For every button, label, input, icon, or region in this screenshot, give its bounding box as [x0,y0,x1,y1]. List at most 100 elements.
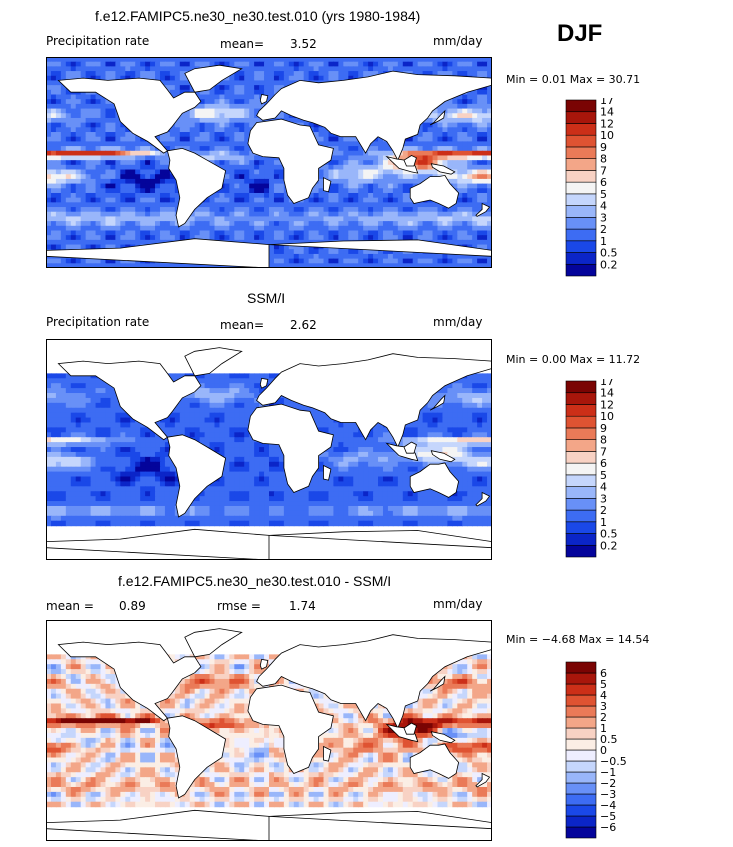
panel-1-colorbar-tick-label: 17 [600,98,614,107]
panel-1-map-cell [135,164,141,171]
panel-1-colorbar-tick-label: 0.5 [600,247,618,260]
panel-1-map-cell [100,169,107,175]
panel-1-map-cell [249,230,255,236]
panel-1-map-cell [80,94,87,100]
panel-1-map-cell [135,178,141,185]
panel-1-map-cell [150,235,156,241]
panel-1-map-cell [472,169,478,175]
panel-1-map-cell [120,136,126,142]
panel-1-map-cell [70,136,77,142]
panel-2-map-cell [194,388,201,394]
panel-1-map-cell [189,141,196,147]
panel-1-map-cell [115,211,121,218]
panel-1-map-cell [472,188,478,194]
panel-2-map-cell [209,417,216,424]
panel-1-map-cell [120,174,126,180]
panel-1-map-cell [278,178,285,185]
panel-1-map-cell [214,132,221,138]
panel-1-map-cell [269,57,275,63]
panel-1-map-cell [110,239,116,246]
panel-1-map-cell [392,164,399,171]
panel-2-map-cell [194,397,201,404]
panel-1-map-cell [358,230,364,236]
panel-2-map-cell [105,412,112,419]
panel-2-map-cell [417,407,424,414]
panel-1-map-cell [95,197,102,203]
panel-1-map-cell [278,75,285,82]
panel-1-map-cell [100,197,107,203]
panel-1-map-cell [477,207,483,213]
panel-1-map-cell [442,66,448,72]
panel-2-map-cell [110,397,116,404]
panel-1-map-cell [204,141,211,147]
panel-2-map-cell [219,373,225,379]
panel-1-map-cell [239,66,245,72]
panel-1-map-cell [477,253,483,260]
panel-1-map-cell [397,235,404,241]
panel-1-map-cell [323,207,330,213]
panel-1-map-cell [313,75,320,82]
panel-1-map-cell [417,169,424,175]
panel-1-map-cell [472,207,478,213]
panel-1-map-cell [373,174,379,180]
panel-2-map-cell [46,373,52,379]
panel-1-map-cell [278,253,285,260]
panel-1-map-cell [318,66,325,72]
panel-1-map-cell [120,258,126,264]
panel-2-map-cell [105,407,112,414]
panel-1-map-cell [462,239,468,246]
panel-1-map-cell [269,258,275,264]
panel-1-map-cell [482,57,488,63]
panel-1-map-cell [402,141,409,147]
panel-1-map-cell [60,57,67,63]
panel-1-map-cell [402,202,409,208]
panel-1-map-cell [353,169,359,175]
panel-1-map-cell [452,61,458,67]
panel-1-map-cell [278,85,285,91]
panel-1-map-cell [303,197,310,203]
panel-1-map-cell [249,216,255,222]
panel-1-map-cell [229,57,235,63]
panel-1-map-cell [447,66,453,72]
panel-1-map-cell [467,258,473,264]
panel-1-map-cell [46,225,52,232]
panel-1-map-cell [432,132,439,138]
panel-1-map-cell [150,239,156,246]
panel-1-map-cell [482,160,488,166]
panel-1-map-cell [397,155,404,161]
panel-1-map-cell [100,150,107,157]
panel-2-map-cell [437,402,444,409]
panel-2-map-cell [472,402,478,409]
panel-1-map-cell [80,263,87,268]
panel-1-map-cell [373,216,379,222]
panel-1-map-cell [353,235,359,241]
panel-1-map-cell [387,235,394,241]
panel-1-map-cell [234,103,240,110]
panel-1-map-cell [55,113,62,119]
panel-1-map-cell [313,183,320,189]
panel-1-map-cell [110,117,116,124]
panel-1-map-cell [125,263,131,268]
panel-1-map-cell [417,164,424,171]
panel-1-map-cell [105,127,112,133]
panel-1-map-cell [264,61,270,67]
panel-1-map-cell [95,183,102,189]
panel-1-map-cell [472,211,478,218]
panel-2-map-cell [100,417,107,424]
panel-1-map-cell [368,57,374,63]
panel-1-map-cell [338,141,344,147]
panel-1-map-cell [100,192,107,199]
panel-1-map-cell [269,253,275,260]
panel-1-map-cell [417,155,424,161]
panel-1-map-cell [85,225,92,232]
panel-2-map-cell [254,378,260,384]
panel-1-map-cell [264,197,270,203]
panel-1-map-cell [234,207,240,213]
panel-2-map-cell [214,373,221,379]
panel-1-map-cell [288,239,295,246]
panel-1-map-cell [140,155,146,161]
panel-1-map-cell [90,178,97,185]
panel-1-map-cell [174,235,181,241]
panel-1-map-cell [219,127,225,133]
panel-1-map-cell [432,202,439,208]
